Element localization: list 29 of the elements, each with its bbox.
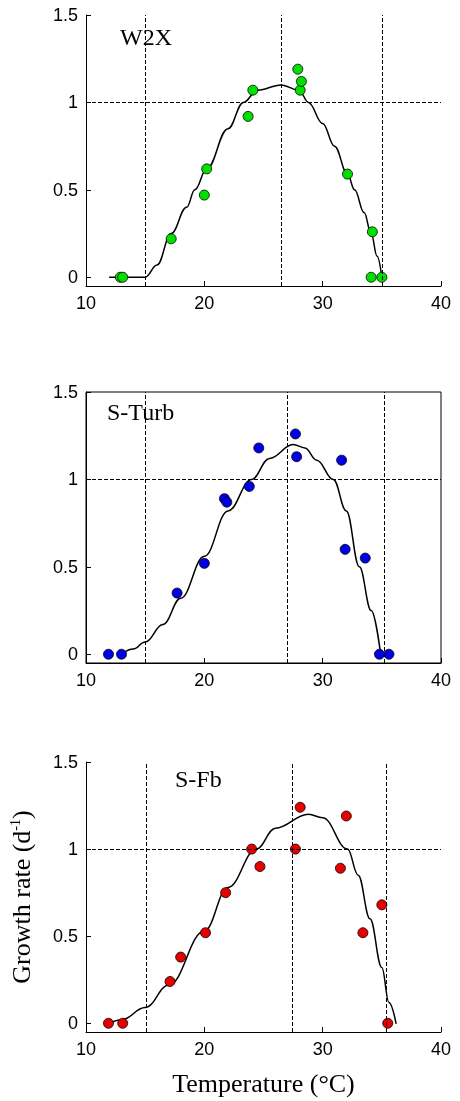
chart-title: S-Turb — [107, 399, 175, 425]
chart-title: W2X — [120, 24, 172, 50]
y-tick-label: 0.5 — [52, 926, 78, 947]
y-tick-label: 0 — [67, 644, 78, 665]
x-tick-label: 20 — [194, 293, 215, 313]
x-tick-label: 20 — [194, 670, 215, 690]
x-axis-title: Temperature (°C) — [172, 1068, 355, 1098]
y-tick-label: 0 — [67, 267, 78, 288]
chart-title: S-Fb — [175, 766, 222, 792]
y-tick-label: 1 — [67, 92, 78, 113]
x-tick-label: 10 — [75, 293, 97, 313]
y-tick-label: 1.5 — [52, 382, 78, 402]
y-tick-label: 0.5 — [52, 556, 78, 577]
y-tick-label: 0 — [67, 1013, 78, 1034]
x-tick-label: 10 — [75, 670, 97, 690]
y-axis-title: Growth rate (d-1) — [6, 810, 36, 984]
y-tick-label: 1 — [67, 839, 78, 860]
x-tick-label: 10 — [75, 1039, 97, 1059]
y-tick-label: 1.5 — [52, 752, 78, 772]
x-tick-label: 40 — [430, 1039, 452, 1059]
y-tick-label: 1.5 — [52, 5, 78, 25]
x-tick-label: 30 — [312, 1039, 333, 1059]
x-tick-label: 20 — [194, 1039, 215, 1059]
y-tick-label: 0.5 — [52, 179, 78, 200]
x-tick-label: 30 — [312, 670, 333, 690]
y-tick-label: 1 — [67, 469, 78, 490]
x-tick-label: 40 — [430, 670, 452, 690]
x-tick-label: 40 — [430, 293, 452, 313]
x-tick-label: 30 — [312, 293, 333, 313]
